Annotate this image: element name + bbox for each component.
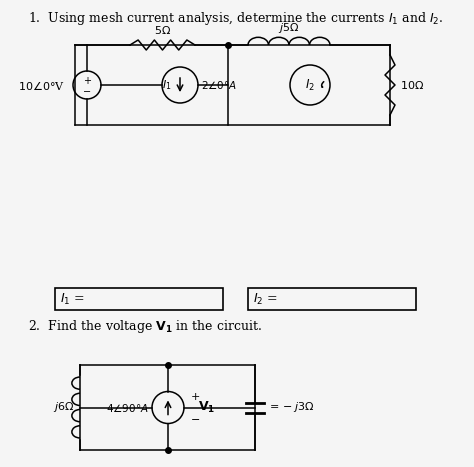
Text: $2\angle 0°A$: $2\angle 0°A$ xyxy=(201,79,237,91)
Text: $j6\Omega$: $j6\Omega$ xyxy=(53,401,74,415)
Text: $=-j3\Omega$: $=-j3\Omega$ xyxy=(267,401,314,415)
Text: $I_2$ =: $I_2$ = xyxy=(253,291,278,306)
Text: $10\Omega$: $10\Omega$ xyxy=(400,79,424,91)
Text: $I_1$ =: $I_1$ = xyxy=(60,291,85,306)
Text: $j5\Omega$: $j5\Omega$ xyxy=(278,21,300,35)
Text: $+$: $+$ xyxy=(190,391,200,402)
Text: $I_2$: $I_2$ xyxy=(305,78,315,92)
Text: $I_1$: $I_1$ xyxy=(163,78,172,92)
Text: $10\angle 0°$V: $10\angle 0°$V xyxy=(18,78,65,92)
Text: 2.  Find the voltage $\mathbf{V_1}$ in the circuit.: 2. Find the voltage $\mathbf{V_1}$ in th… xyxy=(28,318,262,335)
Text: +: + xyxy=(83,76,91,86)
Text: $-$: $-$ xyxy=(190,413,200,424)
Text: $5\Omega$: $5\Omega$ xyxy=(154,24,171,36)
Bar xyxy=(248,288,416,310)
Text: $\mathbf{V_1}$: $\mathbf{V_1}$ xyxy=(198,400,215,415)
FancyArrowPatch shape xyxy=(322,82,324,87)
Text: 1.  Using mesh current analysis, determine the currents $I_1$ and $I_2$.: 1. Using mesh current analysis, determin… xyxy=(28,10,444,27)
Text: $-$: $-$ xyxy=(82,85,91,95)
Bar xyxy=(55,288,223,310)
Text: $4\angle 90°A$: $4\angle 90°A$ xyxy=(106,402,149,413)
